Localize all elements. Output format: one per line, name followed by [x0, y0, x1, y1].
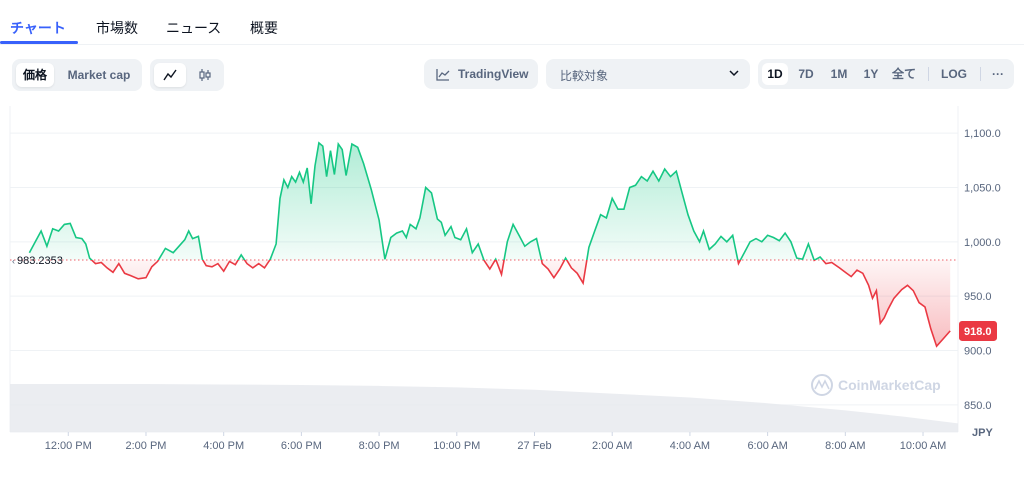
market-cap-button[interactable]: Market cap — [67, 68, 131, 82]
area-fill-below-baseline — [29, 260, 951, 347]
y-tick-label: 1,050.0 — [964, 183, 1001, 195]
tab-bar: チャート 市場数 ニュース 概要 — [0, 0, 1024, 45]
compare-placeholder: 比較対象 — [560, 69, 609, 83]
price-line-down — [90, 260, 951, 348]
baseline-label: 983.2353 — [17, 255, 63, 267]
range-1y-button[interactable]: 1Y — [863, 67, 879, 81]
divider — [928, 67, 929, 81]
x-tick-label: 10:00 AM — [900, 440, 946, 452]
x-tick-label: 12:00 PM — [45, 440, 92, 452]
x-tick-label: 10:00 PM — [433, 440, 480, 452]
x-tick-label: 4:00 PM — [203, 440, 244, 452]
range-all-button[interactable]: 全て — [891, 67, 916, 81]
more-options-button[interactable]: ··· — [992, 67, 1004, 81]
range-1d-button[interactable]: 1D — [762, 63, 788, 85]
y-axis-unit: JPY — [972, 427, 993, 439]
tradingview-button[interactable]: TradingView — [424, 59, 538, 89]
tab-news[interactable]: ニュース — [166, 20, 222, 36]
chart-style-toggle — [150, 59, 224, 91]
metric-toggle: 価格 Market cap — [12, 59, 142, 91]
last-price-label: 918.0 — [964, 326, 992, 338]
x-tick-label: 6:00 PM — [281, 440, 322, 452]
last-price-badge — [959, 320, 997, 341]
tradingview-label: TradingView — [458, 67, 529, 81]
x-tick-label: 4:00 AM — [670, 440, 710, 452]
range-1m-button[interactable]: 1M — [830, 67, 848, 81]
coinmarketcap-logo-mark — [814, 379, 830, 390]
line-chart-icon[interactable] — [154, 63, 186, 87]
divider — [980, 67, 981, 81]
watermark-text: CoinMarketCap — [838, 377, 941, 393]
volume-area — [10, 384, 958, 432]
area-fill-above-baseline — [29, 142, 823, 261]
price-button[interactable]: 価格 — [16, 63, 54, 87]
y-tick-label: 950.0 — [964, 291, 992, 303]
baseline-marker: ‹ — [12, 256, 15, 266]
price-chart[interactable]: 850.0 900.0 950.0 1,000.0 1,050.0 1,100.0 JPY 9… — [0, 100, 1024, 480]
candlestick-icon[interactable] — [190, 63, 220, 87]
y-tick-label: 900.0 — [964, 346, 992, 358]
tab-markets[interactable]: 市場数 — [96, 20, 138, 36]
x-tick-label: 8:00 AM — [825, 440, 865, 452]
y-tick-label: 1,100.0 — [964, 128, 1001, 140]
log-scale-button[interactable]: LOG — [941, 67, 967, 81]
y-tick-label: 1,000.0 — [964, 237, 1001, 249]
x-tick-label: 8:00 PM — [359, 440, 400, 452]
price-line-up — [28, 141, 824, 261]
x-tick-label: 27 Feb — [517, 440, 551, 452]
x-tick-label: 6:00 AM — [747, 440, 787, 452]
compare-select[interactable]: 比較対象 — [546, 59, 750, 89]
tab-chart[interactable]: チャート — [10, 20, 66, 36]
chevron-down-icon — [729, 70, 739, 77]
range-7d-button[interactable]: 7D — [798, 67, 814, 81]
x-tick-label: 2:00 PM — [125, 440, 166, 452]
tab-overview[interactable]: 概要 — [250, 20, 278, 36]
y-tick-label: 850.0 — [964, 400, 992, 412]
time-range-selector: 1D 7D 1M 1Y 全て LOG ··· — [758, 59, 1014, 89]
coinmarketcap-logo-icon — [811, 374, 833, 396]
x-tick-label: 2:00 AM — [592, 440, 632, 452]
chart-trend-icon — [436, 69, 450, 81]
active-tab-indicator — [0, 41, 78, 44]
